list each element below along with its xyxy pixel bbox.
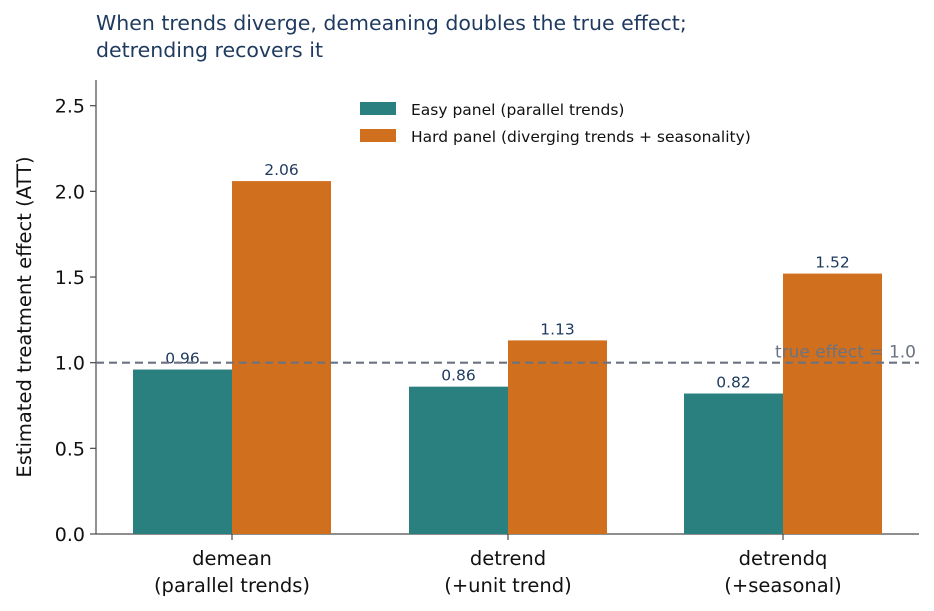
y-tick-label: 2.0 bbox=[55, 181, 85, 203]
chart-title-line-1: When trends diverge, demeaning doubles t… bbox=[96, 11, 687, 35]
bar-value-label: 0.86 bbox=[441, 367, 476, 385]
y-tick-label: 0.5 bbox=[55, 438, 85, 460]
x-tick-label: (+seasonal) bbox=[724, 574, 841, 597]
bar-value-label: 0.82 bbox=[716, 374, 751, 392]
true-effect-label: true effect = 1.0 bbox=[775, 343, 916, 363]
bar-hard-panel bbox=[232, 181, 331, 535]
legend-label: Easy panel (parallel trends) bbox=[411, 101, 624, 119]
bar-easy-panel bbox=[133, 369, 232, 534]
legend-swatch bbox=[360, 129, 396, 142]
x-tick-label: demean bbox=[192, 547, 272, 570]
y-tick-label: 1.5 bbox=[55, 267, 85, 289]
x-tick-label: (parallel trends) bbox=[154, 574, 310, 597]
x-tick-label: detrendq bbox=[739, 547, 828, 570]
bar-easy-panel bbox=[409, 386, 508, 534]
legend-swatch bbox=[360, 102, 396, 115]
legend-label: Hard panel (diverging trends + seasonali… bbox=[411, 128, 751, 146]
bar-value-label: 0.96 bbox=[165, 350, 200, 368]
bar-value-label: 2.06 bbox=[264, 161, 299, 179]
y-tick-label: 1.0 bbox=[55, 353, 85, 375]
chart-title: When trends diverge, demeaning doubles t… bbox=[96, 10, 916, 64]
bar-hard-panel bbox=[508, 340, 607, 534]
y-tick-label: 2.5 bbox=[55, 96, 85, 118]
x-tick-label: (+unit trend) bbox=[444, 574, 572, 597]
x-tick-label: detrend bbox=[470, 547, 546, 570]
chart-title-line-2: detrending recovers it bbox=[96, 38, 323, 62]
bar-hard-panel bbox=[783, 273, 882, 534]
bar-value-label: 1.52 bbox=[815, 254, 850, 272]
y-tick-label: 0.0 bbox=[55, 524, 85, 546]
y-axis-label: Estimated treatment effect (ATT) bbox=[13, 156, 36, 477]
bar-easy-panel bbox=[684, 393, 783, 534]
bar-value-label: 1.13 bbox=[540, 320, 575, 338]
